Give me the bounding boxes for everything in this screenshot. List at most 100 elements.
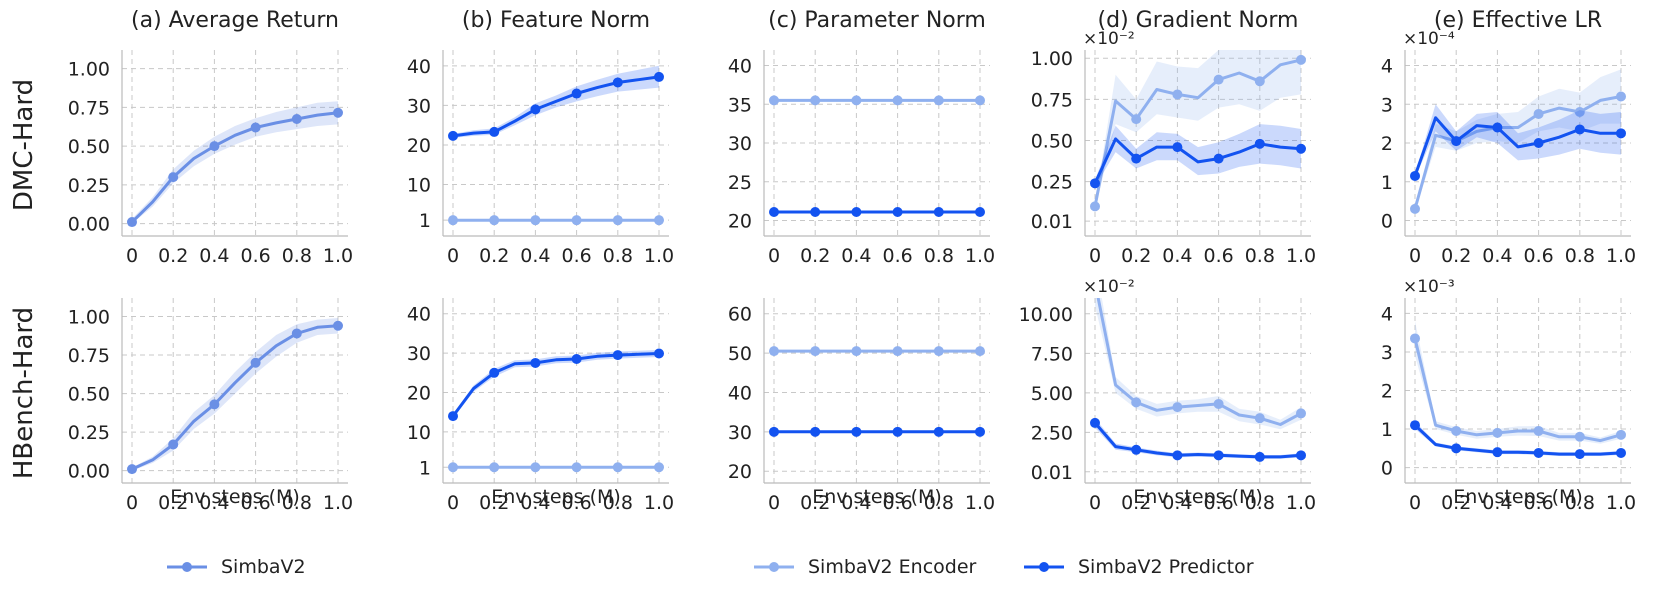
data-point [209,141,220,152]
x-tick-label: 0 [447,492,459,514]
y-tick-label: 2.50 [1031,422,1073,444]
x-tick-label: 1.0 [1286,245,1316,267]
data-point [892,206,903,217]
plot-c_dmc: 20 25 30 35 40 0 0.2 0.4 0.6 0.8 1.0 (c) Parameter … [728,8,995,267]
data-point [489,462,500,473]
y-tick-label: 1 [419,210,431,232]
data-point [1213,153,1224,164]
y-tick-label: 40 [407,56,431,78]
plot-data [1090,50,1306,212]
series-encoder [448,462,664,473]
data-point [1451,136,1462,147]
y-tick-label: 35 [728,94,752,116]
data-point [975,206,985,217]
data-point [892,426,903,437]
x-tick-label: 1.0 [1606,492,1636,514]
x-axis-label: Env steps (M) [1133,486,1263,508]
y-tick-label: 0.01 [1031,462,1073,484]
data-point [975,426,985,437]
y-tick-label: 40 [407,304,431,326]
data-point [851,426,862,437]
x-tick-label: 0.2 [479,492,509,514]
data-point [892,346,903,357]
data-point [571,462,582,473]
legend-encoder-swatch [754,562,794,572]
y-tick-label: 1 [419,457,431,479]
plot-data [448,65,664,226]
row-label-hbench: HBench-Hard [9,307,39,479]
data-point [168,172,179,183]
x-tick-label: 1.0 [1286,492,1316,514]
plot-data [1410,69,1626,214]
data-point [933,95,944,106]
series-predictor [769,426,985,437]
plot-e_hb: 0 1 2 3 4 0 0.2 0.4 0.6 0.8 1.0 Env steps (M) ×10⁻³ [1381,277,1636,514]
data-point [612,77,623,88]
data-point [1410,170,1420,181]
y-tick-label: 0.50 [1031,131,1073,153]
y-tick-label: 20 [728,211,752,233]
x-tick-label: 1.0 [323,492,353,514]
data-point [448,462,458,473]
series-predictor [769,206,985,217]
data-point [1172,89,1183,100]
y-tick-label: 30 [728,133,752,155]
y-tick-label: 40 [728,56,752,78]
plot-data [769,346,985,437]
data-point [333,320,343,331]
data-point [250,357,261,368]
data-point [1533,108,1544,119]
x-tick-label: 1.0 [1606,245,1636,267]
data-point [769,426,779,437]
x-tick-label: 0.2 [800,245,830,267]
x-tick-label: 0 [768,492,780,514]
data-point [1492,427,1503,438]
x-tick-label: 0 [1089,245,1101,267]
series-line [1093,58,1303,208]
data-point [1533,138,1544,148]
x-tick-label: 0.4 [1162,245,1192,267]
data-point [1616,447,1626,458]
plot-data [1410,321,1626,460]
axis-exponent: ×10⁻³ [1403,277,1455,297]
y-tick-label: 2 [1381,381,1393,403]
data-point [448,215,458,226]
data-point [975,95,985,106]
data-point [489,215,500,226]
y-tick-label: 0.25 [1031,172,1073,194]
legend-simba: SimbaV2 [165,556,306,578]
data-point [654,215,664,226]
series-encoder [448,215,664,226]
confidence-band [1095,124,1301,187]
x-tick-label: 0 [1409,492,1421,514]
data-point [530,357,541,368]
y-tick-label: 25 [728,172,752,194]
x-tick-label: 0.4 [520,492,550,514]
x-tick-label: 0.4 [1482,245,1512,267]
series-line [1096,298,1303,426]
confidence-band [1415,321,1621,444]
series-encoder [1410,321,1626,444]
x-tick-label: 0.6 [882,492,912,514]
x-axis-label: Env steps (M) [1453,486,1583,508]
y-tick-label: 4 [1381,56,1393,78]
series-encoder [769,95,985,106]
y-tick-label: 0.00 [68,461,110,483]
x-tick-label: 0.4 [199,245,229,267]
y-tick-label: 20 [407,135,431,157]
x-tick-label: 0.8 [1245,492,1275,514]
x-tick-label: 0.2 [800,492,830,514]
x-tick-label: 0 [126,492,138,514]
series-simba [127,101,343,228]
data-point [1296,408,1306,419]
data-point [530,215,541,226]
y-tick-label: 1 [1381,419,1393,441]
data-point [1254,138,1265,149]
data-point [1254,76,1265,87]
data-point [1410,203,1420,214]
data-point [1574,449,1585,460]
data-point [1574,124,1585,135]
data-point [571,215,582,226]
y-tick-label: 3 [1381,94,1393,116]
plot-b_dmc: 1 10 20 30 40 0 0.2 0.4 0.6 0.8 1.0 (b) Feature Nor… [407,8,674,267]
